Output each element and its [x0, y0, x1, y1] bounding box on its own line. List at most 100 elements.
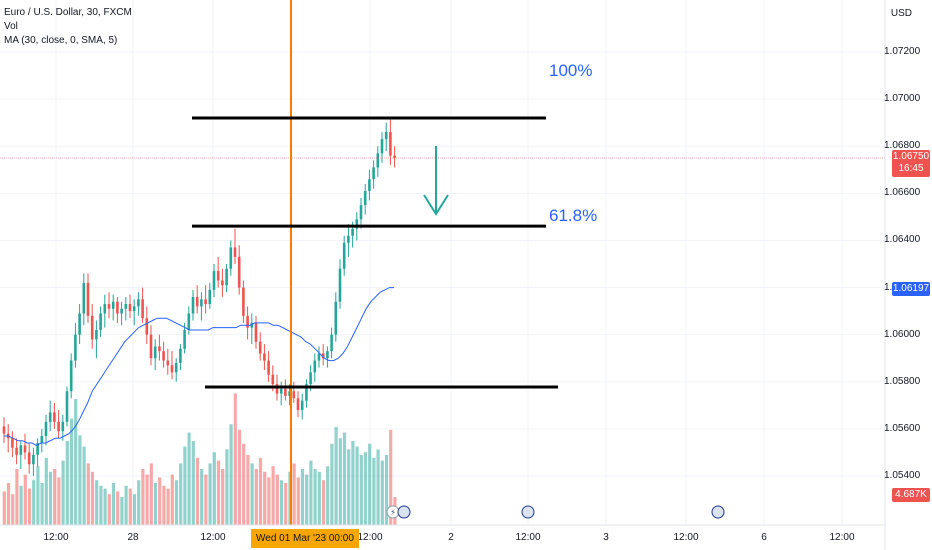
- volume-bar: [258, 457, 263, 525]
- candle: [359, 198, 363, 229]
- candle: [368, 169, 371, 201]
- time-tick-label: 3: [603, 532, 609, 543]
- legend: Euro / U.S. Dollar, 30, FXCM Vol MA (30,…: [4, 6, 132, 48]
- countdown-value: 16:45: [898, 163, 924, 174]
- volume-bars: [2, 393, 397, 525]
- volume-bar: [179, 463, 183, 525]
- time-tick-label: 12:00: [43, 532, 69, 543]
- time-tick-label: 12:00: [200, 532, 226, 543]
- candle: [212, 264, 216, 297]
- candle: [254, 315, 258, 349]
- volume-bar: [141, 469, 145, 525]
- fib-618-label[interactable]: 61.8%: [549, 206, 598, 225]
- volume-bar: [389, 429, 393, 525]
- volume-bar: [384, 455, 389, 525]
- candle: [107, 292, 111, 319]
- volume-bar: [195, 457, 200, 525]
- candle: [191, 289, 195, 321]
- candle: [74, 322, 77, 368]
- volume-bar: [305, 474, 309, 525]
- candle: [342, 235, 346, 276]
- volume-bar: [368, 443, 372, 525]
- candle: [393, 146, 396, 168]
- volume-bar: [128, 488, 132, 525]
- volume-bar: [137, 480, 141, 525]
- candle: [300, 393, 304, 420]
- candle: [103, 294, 107, 328]
- candle: [204, 285, 207, 314]
- candle: [237, 245, 241, 295]
- candle: [313, 353, 317, 382]
- candle: [132, 299, 136, 326]
- candle: [225, 264, 228, 293]
- candle: [372, 160, 375, 189]
- volume-bar: [355, 446, 359, 525]
- candle: [292, 381, 296, 403]
- volume-bar: [183, 446, 187, 525]
- horizontal-levels: [192, 116, 558, 389]
- candle: [23, 433, 27, 460]
- time-tick-label: 28: [127, 532, 139, 543]
- legend-volume[interactable]: Vol: [4, 21, 18, 32]
- candle: [229, 240, 233, 276]
- volume-bar: [174, 480, 179, 525]
- volume-bar: [149, 463, 153, 525]
- volume-bar: [284, 483, 288, 525]
- volume-bar: [36, 466, 40, 525]
- volume-bar: [15, 469, 19, 525]
- time-tick-label: 6: [761, 532, 767, 543]
- volume-bar: [187, 432, 191, 525]
- volume-bar: [99, 485, 103, 525]
- volume-bar: [11, 494, 15, 525]
- fib-100-label[interactable]: 100%: [549, 61, 593, 80]
- candle: [296, 391, 300, 418]
- volume-bar: [254, 469, 258, 525]
- volume-bar: [296, 477, 300, 525]
- volume-bar: [271, 466, 275, 525]
- candle: [120, 301, 123, 326]
- candle: [128, 294, 132, 319]
- candle: [124, 296, 128, 321]
- candle: [174, 358, 178, 382]
- price-tick-label: 1.06400: [884, 234, 921, 246]
- volume-bar: [279, 480, 284, 525]
- volume-bar: [204, 474, 208, 525]
- candle: [145, 306, 149, 345]
- volume-bar: [44, 457, 48, 525]
- volume-bar: [103, 488, 107, 525]
- currency-label[interactable]: USD: [890, 8, 912, 19]
- candle: [15, 438, 18, 465]
- volume-bar: [334, 427, 338, 525]
- price-tick-label: 1.06800: [884, 140, 921, 152]
- volume-bar: [330, 443, 334, 525]
- candle: [69, 353, 73, 399]
- volume-bar: [32, 480, 36, 525]
- candle: [389, 117, 392, 166]
- candle: [221, 268, 224, 297]
- candle: [2, 417, 6, 444]
- volume-bar: [233, 393, 237, 525]
- ma-value-badge: 1.06197: [892, 282, 930, 296]
- volume-bar: [90, 471, 95, 525]
- candle: [347, 223, 350, 257]
- price-tick-label: 1.05800: [884, 375, 921, 387]
- legend-symbol[interactable]: Euro / U.S. Dollar, 30, FXCM: [4, 7, 132, 18]
- time-tick-label: 12:00: [673, 532, 699, 543]
- last-price-value: 1.06750: [892, 151, 930, 162]
- volume-bar: [78, 435, 82, 525]
- price-tick-label: 1.06000: [884, 328, 921, 340]
- volume-bar: [242, 443, 246, 525]
- volume-bar: [69, 418, 74, 525]
- candle: [158, 334, 161, 361]
- volume-bar: [225, 449, 229, 525]
- legend-ma[interactable]: MA (30, close, 0, SMA, 5): [4, 35, 118, 46]
- price-tick-label: 1.05600: [884, 422, 921, 434]
- volume-bar: [86, 463, 90, 525]
- candle: [376, 146, 380, 177]
- volume-bar: [170, 474, 174, 525]
- volume-bar: [221, 469, 225, 525]
- crosshair-time-label: Wed 01 Mar '23 00:00: [251, 529, 359, 548]
- candle: [216, 256, 220, 288]
